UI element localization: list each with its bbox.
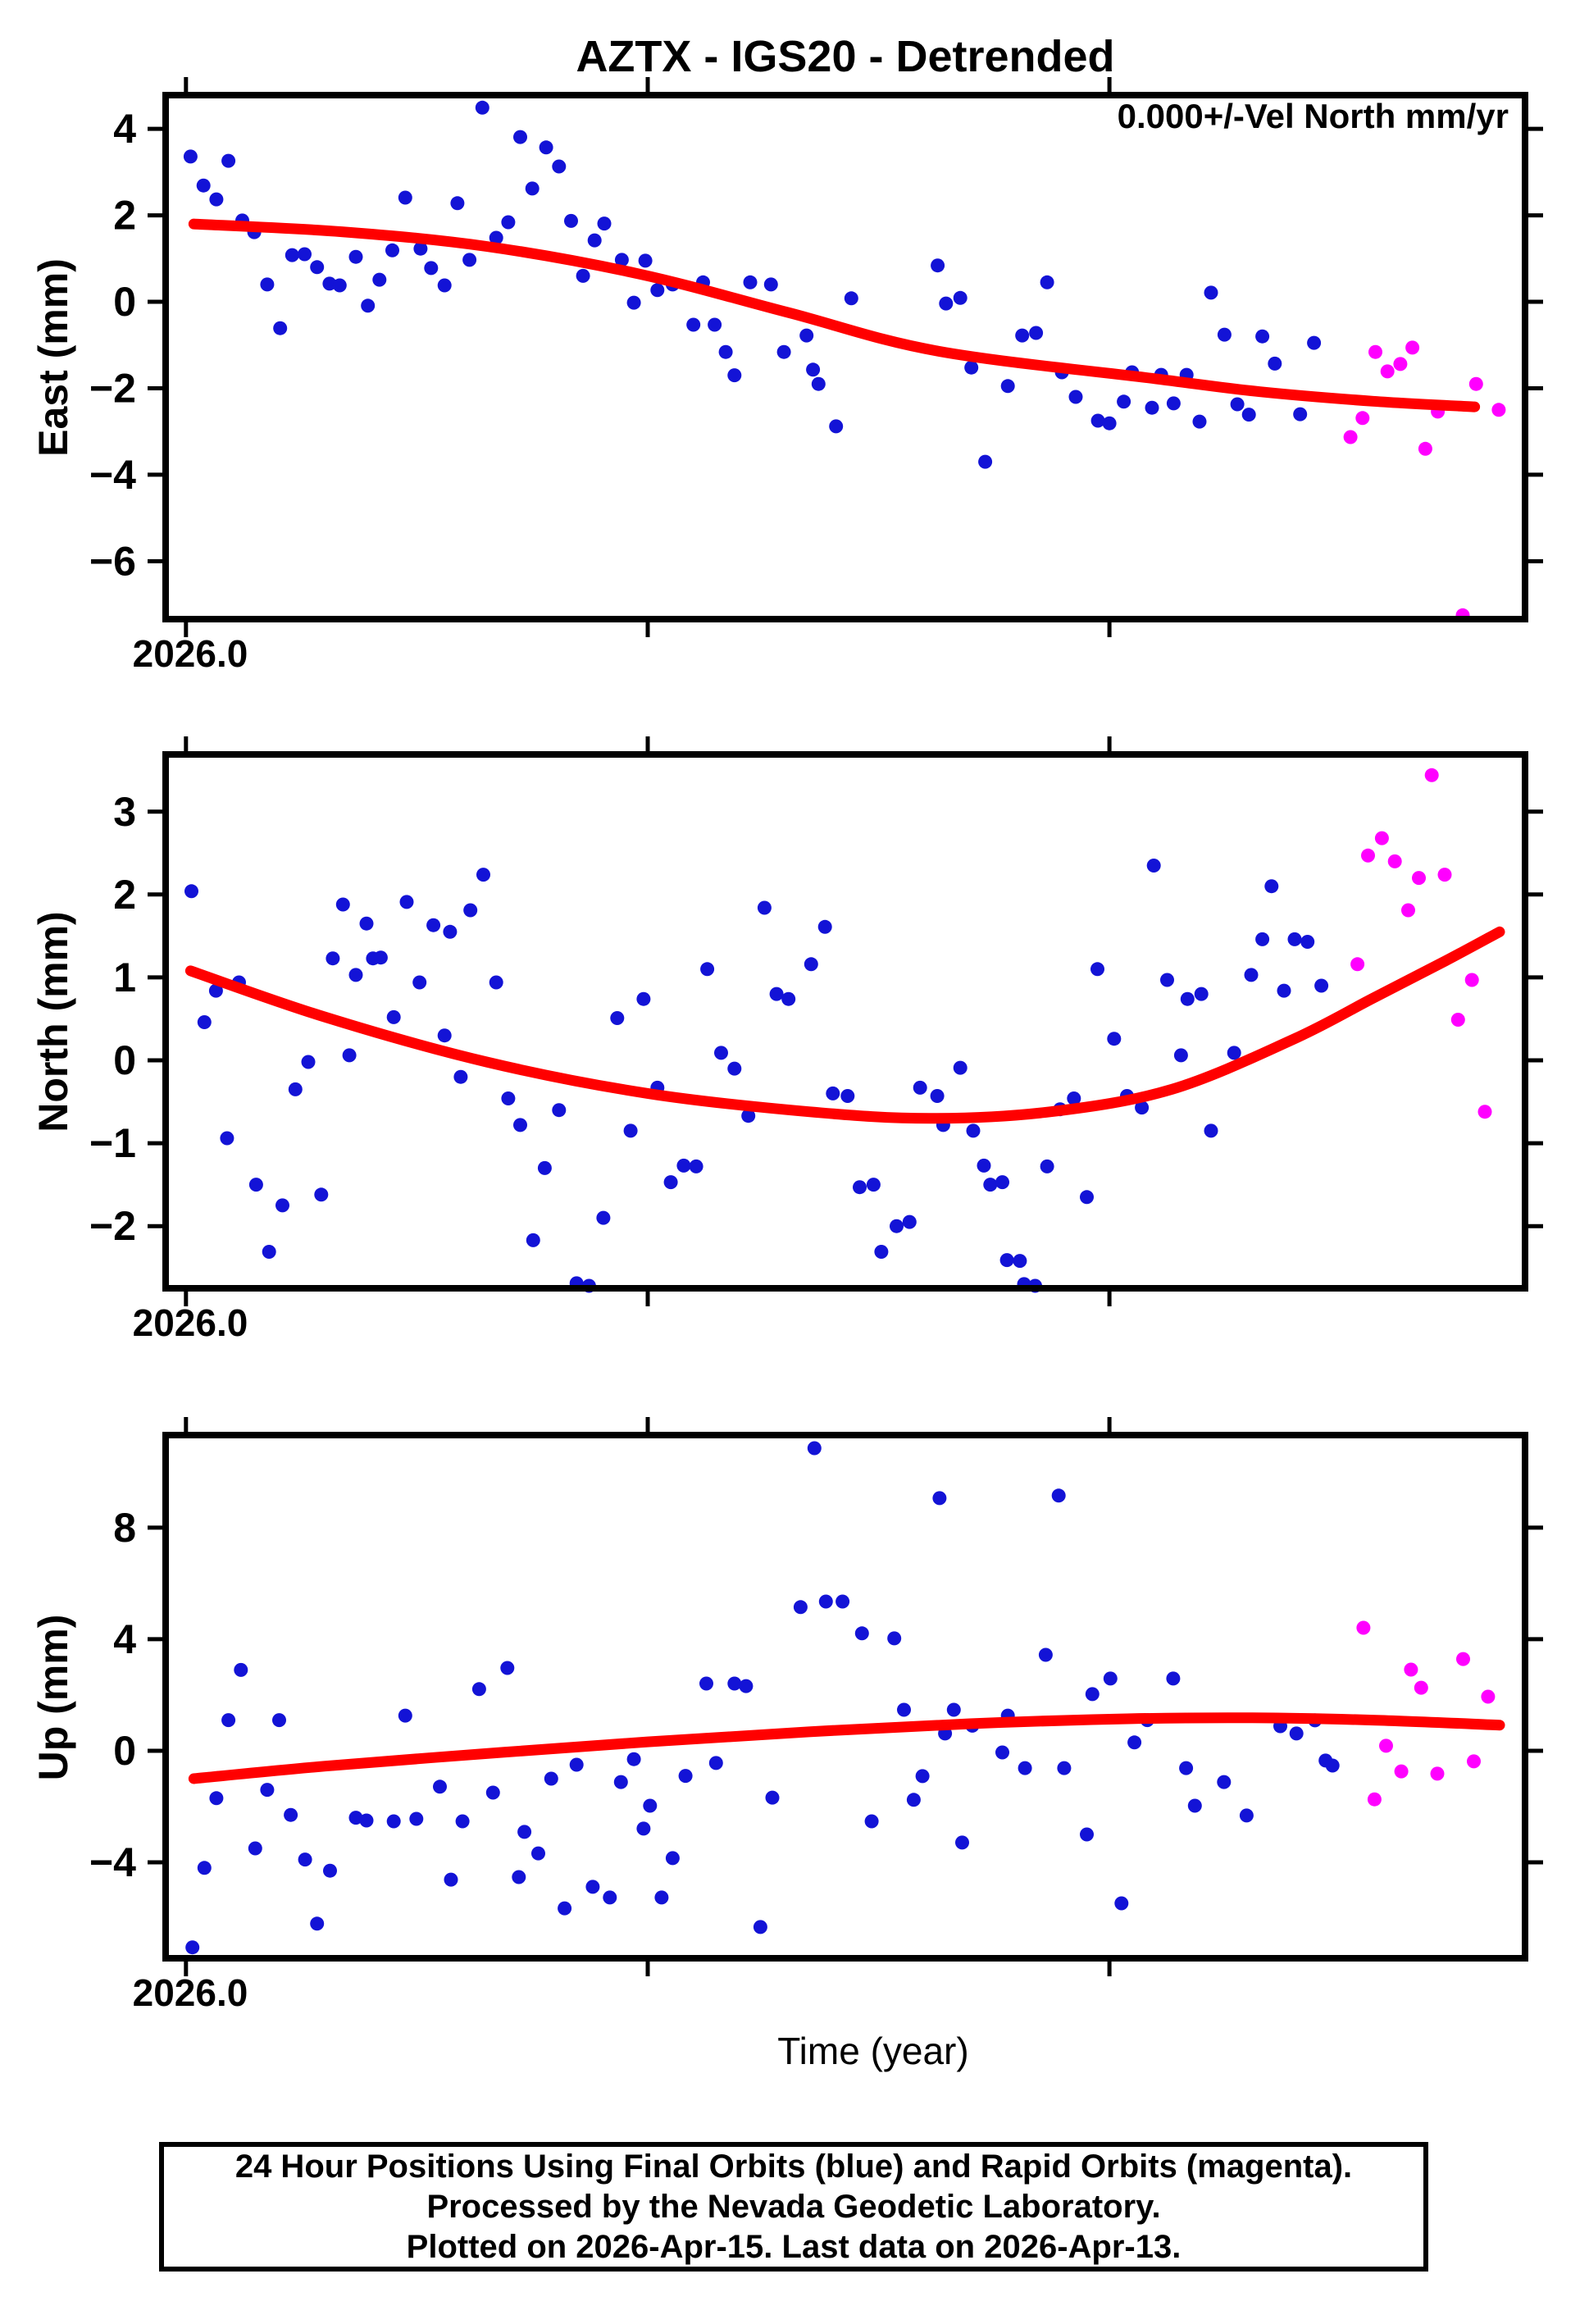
north-trend-curve [184,926,1505,1124]
north-ytick-label: 1 [113,955,136,1000]
time-axis-label: Time (year) [777,2030,969,2072]
east-ytick-labels: 4 2 0 −2 −4 −6 [89,106,136,584]
north-ytick-label: 3 [113,789,136,835]
east-axis-label: East (mm) [30,258,76,457]
footer-line-processing: Processed by the Nevada Geodetic Laborat… [426,2188,1161,2225]
east-points-rapid-orbits [1343,340,1506,622]
north-panel-plot: 3 2 1 0 −1 −2 [89,736,1543,1306]
north-points-final-orbits [184,859,1329,1293]
page-title: AZTX - IGS20 - Detrended [576,32,1115,81]
up-panel-frame [162,1432,1528,1962]
north-panel-frame [162,751,1528,1292]
east-ytick-label: 2 [113,193,136,239]
north-ytick-label: 2 [113,872,136,918]
east-ytick-label: −2 [89,366,136,412]
north-ytick-label: −1 [89,1120,136,1166]
footer-line-orbits: 24 Hour Positions Using Final Orbits (bl… [234,2148,1353,2185]
east-ytick-label: 4 [113,106,136,152]
up-trend-curve [188,1712,1505,1784]
east-trend-curve [188,218,1481,412]
up-ytick-label: 4 [113,1616,136,1662]
east-panel-frame [162,92,1528,622]
up-panel-plot: 8 4 0 −4 [89,1417,1543,1976]
up-ytick-labels: 8 4 0 −4 [89,1505,136,1885]
up-points-rapid-orbits [1356,1620,1496,1807]
footer-line-dates: Plotted on 2026-Apr-15. Last data on 202… [406,2228,1182,2265]
footer-note-box: 24 Hour Positions Using Final Orbits (bl… [159,2142,1428,2272]
east-ytick-label: −6 [89,538,136,584]
east-ytick-label: −4 [89,452,136,498]
east-xtick-label: 2026.0 [132,632,248,675]
north-points-rapid-orbits [1350,768,1492,1119]
up-ytick-label: −4 [89,1839,136,1885]
velocity-annotation: 0.000+/-Vel North mm/yr [1117,97,1509,135]
up-axis-ticks [148,1417,1543,1976]
up-xtick-label: 2026.0 [132,1971,248,2014]
up-ytick-label: 8 [113,1505,136,1551]
east-points-final-orbits [183,100,1322,469]
up-ytick-label: 0 [113,1728,136,1774]
north-ytick-label: −2 [89,1203,136,1249]
north-ytick-label: 0 [113,1037,136,1083]
north-ytick-labels: 3 2 1 0 −1 −2 [89,789,136,1249]
up-points-final-orbits [185,1441,1340,1955]
up-axis-label: Up (mm) [30,1614,76,1781]
north-axis-label: North (mm) [30,911,76,1132]
east-panel-plot: 4 2 0 −2 −4 −6 [89,77,1543,637]
east-ytick-label: 0 [113,279,136,325]
east-axis-ticks [148,77,1543,637]
north-xtick-label: 2026.0 [132,1301,248,1344]
